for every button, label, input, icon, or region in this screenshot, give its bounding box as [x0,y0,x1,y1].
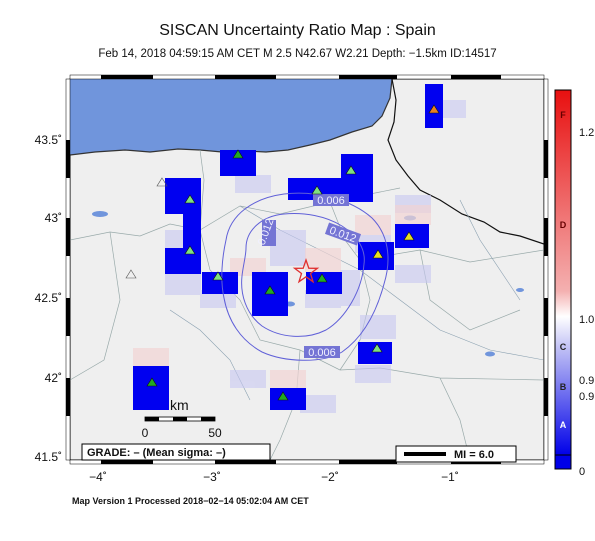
lat-label: 42.5˚ [35,291,62,305]
lat-label: 41.5˚ [35,450,62,464]
scale-bar: km 0 50 [142,397,222,440]
pink-cells [133,205,431,388]
station-marker [232,149,244,159]
colorbar: F D C B A 1.2 1.0 0.9 0.9 0 [554,89,594,478]
lat-label: 43.5˚ [35,133,62,147]
contour-lines [221,192,389,361]
colorbar-value: 0 [579,466,585,478]
lon-label: −1˚ [441,470,459,484]
border-line [387,79,544,245]
station-marker [372,249,384,259]
contour-label: 0.006 [317,195,345,207]
footer-note: Map Version 1 Processed 2018−02−14 05:02… [72,496,309,506]
station-marker [125,269,137,279]
map-title: SISCAN Uncertainty Ratio Map : Spain [159,22,436,39]
station-marker [212,271,224,281]
colorbar-value: 0.9 [579,375,594,387]
grade-box: GRADE: – (Mean sigma: –) [81,443,271,461]
lon-label: −3˚ [203,470,221,484]
lat-label: 42˚ [45,371,62,385]
lake [92,211,108,217]
grade-text: GRADE: – (Mean sigma: –) [87,447,226,459]
longitude-labels: −4˚ −3˚ −2˚ −1˚ [89,470,459,484]
grade-letter: C [560,342,567,352]
lake [485,351,495,357]
station-marker [403,231,415,241]
dark-cells [133,84,443,410]
coastline [70,79,393,156]
station-marker [264,285,276,295]
epicenter-star [292,257,320,284]
event-info: Feb 14, 2018 04:59:15 AM CET M 2.5 N42.6… [98,48,497,60]
grade-letter: B [560,382,567,392]
lake [516,288,524,292]
mi-legend: MI = 6.0 [395,445,517,463]
station-marker [316,273,328,283]
scale-end: 50 [208,426,222,440]
region-lines [70,149,544,460]
grade-letter: A [560,420,567,430]
station-marker [428,104,440,114]
station-marker [311,185,323,195]
colorbar-value: 0.9 [579,391,594,403]
lon-label: −2˚ [321,470,339,484]
grade-letter: F [560,110,566,120]
latitude-labels: 43.5˚ 43˚ 42.5˚ 42˚ 41.5˚ [35,133,62,464]
lat-label: 43˚ [45,211,62,225]
lon-label: −4˚ [89,470,107,484]
station-marker [277,391,289,401]
scale-start: 0 [142,426,149,440]
mi-text: MI = 6.0 [454,449,494,461]
station-marker [371,343,383,353]
colorbar-value: 1.0 [579,314,594,326]
station-marker [184,194,196,204]
station-marker [184,245,196,255]
scale-unit: km [170,397,189,413]
colorbar-value: 1.2 [579,127,594,139]
sea [70,79,392,155]
grade-letter: D [560,220,567,230]
contour-label: 0.006 [308,347,336,359]
stations [125,104,440,401]
station-marker [156,177,168,187]
station-marker [146,377,158,387]
station-marker [345,165,357,175]
